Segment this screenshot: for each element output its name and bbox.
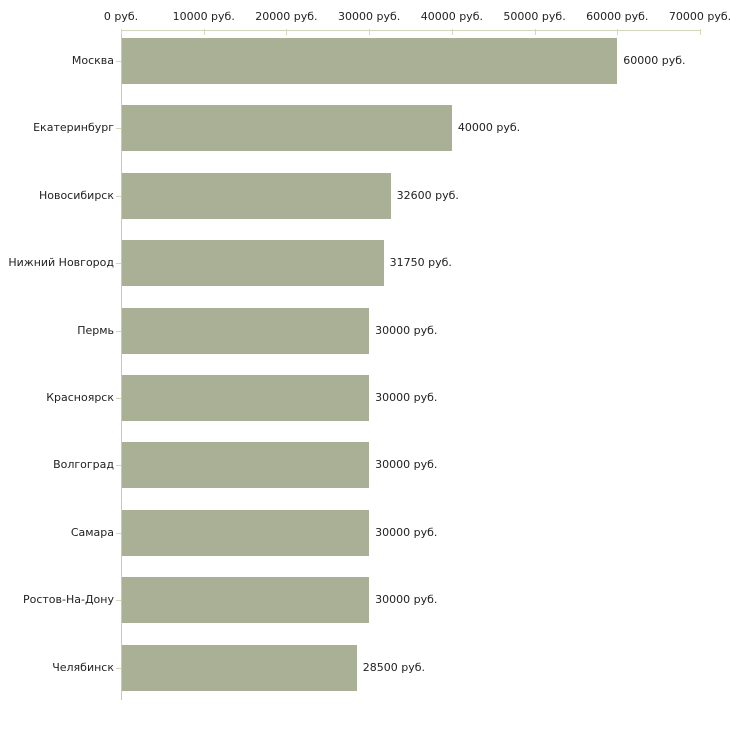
category-tick-mark <box>116 465 121 466</box>
category-tick-mark <box>116 196 121 197</box>
value-label: 60000 руб. <box>623 54 686 67</box>
bar <box>122 509 370 556</box>
category-tick-mark <box>116 263 121 264</box>
value-label: 30000 руб. <box>375 391 438 404</box>
x-axis-tick-mark <box>369 29 371 35</box>
category-label: Пермь <box>77 323 114 337</box>
value-label: 32600 руб. <box>396 188 459 202</box>
category-tick-mark <box>116 128 121 129</box>
x-axis-tick-mark <box>121 29 122 35</box>
x-axis-line <box>121 30 700 31</box>
x-axis-tick-mark <box>203 29 205 35</box>
bar <box>122 38 618 84</box>
value-label: 30000 руб. <box>375 525 438 539</box>
bar <box>122 240 384 287</box>
category-tick-mark <box>116 398 121 399</box>
x-axis-tick-mark <box>286 29 288 35</box>
x-axis-tick-label: 40000 руб. <box>420 10 483 23</box>
x-axis-tick-label: 20000 руб. <box>255 10 318 23</box>
category-tick-mark <box>116 61 121 62</box>
x-axis-tick-label: 70000 руб. <box>668 10 730 23</box>
value-label: 30000 руб. <box>375 593 438 607</box>
bar <box>122 442 370 489</box>
value-label: 28500 руб. <box>362 660 425 674</box>
x-axis-tick-mark <box>700 29 701 35</box>
x-axis-tick-label: 0 руб. <box>103 10 139 23</box>
x-axis-tick-mark <box>617 29 619 35</box>
category-label: Москва <box>71 54 114 67</box>
category-tick-mark <box>116 600 121 601</box>
category-label: Красноярск <box>46 391 114 404</box>
y-axis-line <box>121 30 122 700</box>
x-axis-tick-mark <box>451 29 453 35</box>
category-tick-mark <box>116 668 121 669</box>
value-label: 31750 руб. <box>389 256 452 270</box>
bar <box>122 172 391 219</box>
category-label: Волгоград <box>53 458 114 472</box>
category-label: Екатеринбург <box>33 121 114 135</box>
category-label: Самара <box>70 525 114 539</box>
value-label: 30000 руб. <box>375 458 438 472</box>
x-axis-tick-label: 50000 руб. <box>503 10 566 23</box>
category-tick-mark <box>116 533 121 534</box>
bar <box>122 644 357 691</box>
value-label: 30000 руб. <box>375 323 438 337</box>
bar <box>122 375 370 421</box>
value-label: 40000 руб. <box>457 121 521 135</box>
x-axis-tick-label: 10000 руб. <box>172 10 235 23</box>
category-label: Челябинск <box>52 660 114 674</box>
category-label: Нижний Новгород <box>8 256 114 270</box>
category-label: Новосибирск <box>38 188 114 202</box>
category-label: Ростов-На-Дону <box>22 593 114 607</box>
x-axis-tick-label: 60000 руб. <box>586 10 649 23</box>
bar <box>122 307 370 354</box>
x-axis-tick-label: 30000 руб. <box>338 10 401 23</box>
bar <box>122 105 452 152</box>
category-tick-mark <box>116 331 121 332</box>
x-axis-tick-mark <box>534 29 536 35</box>
bar <box>122 577 370 624</box>
